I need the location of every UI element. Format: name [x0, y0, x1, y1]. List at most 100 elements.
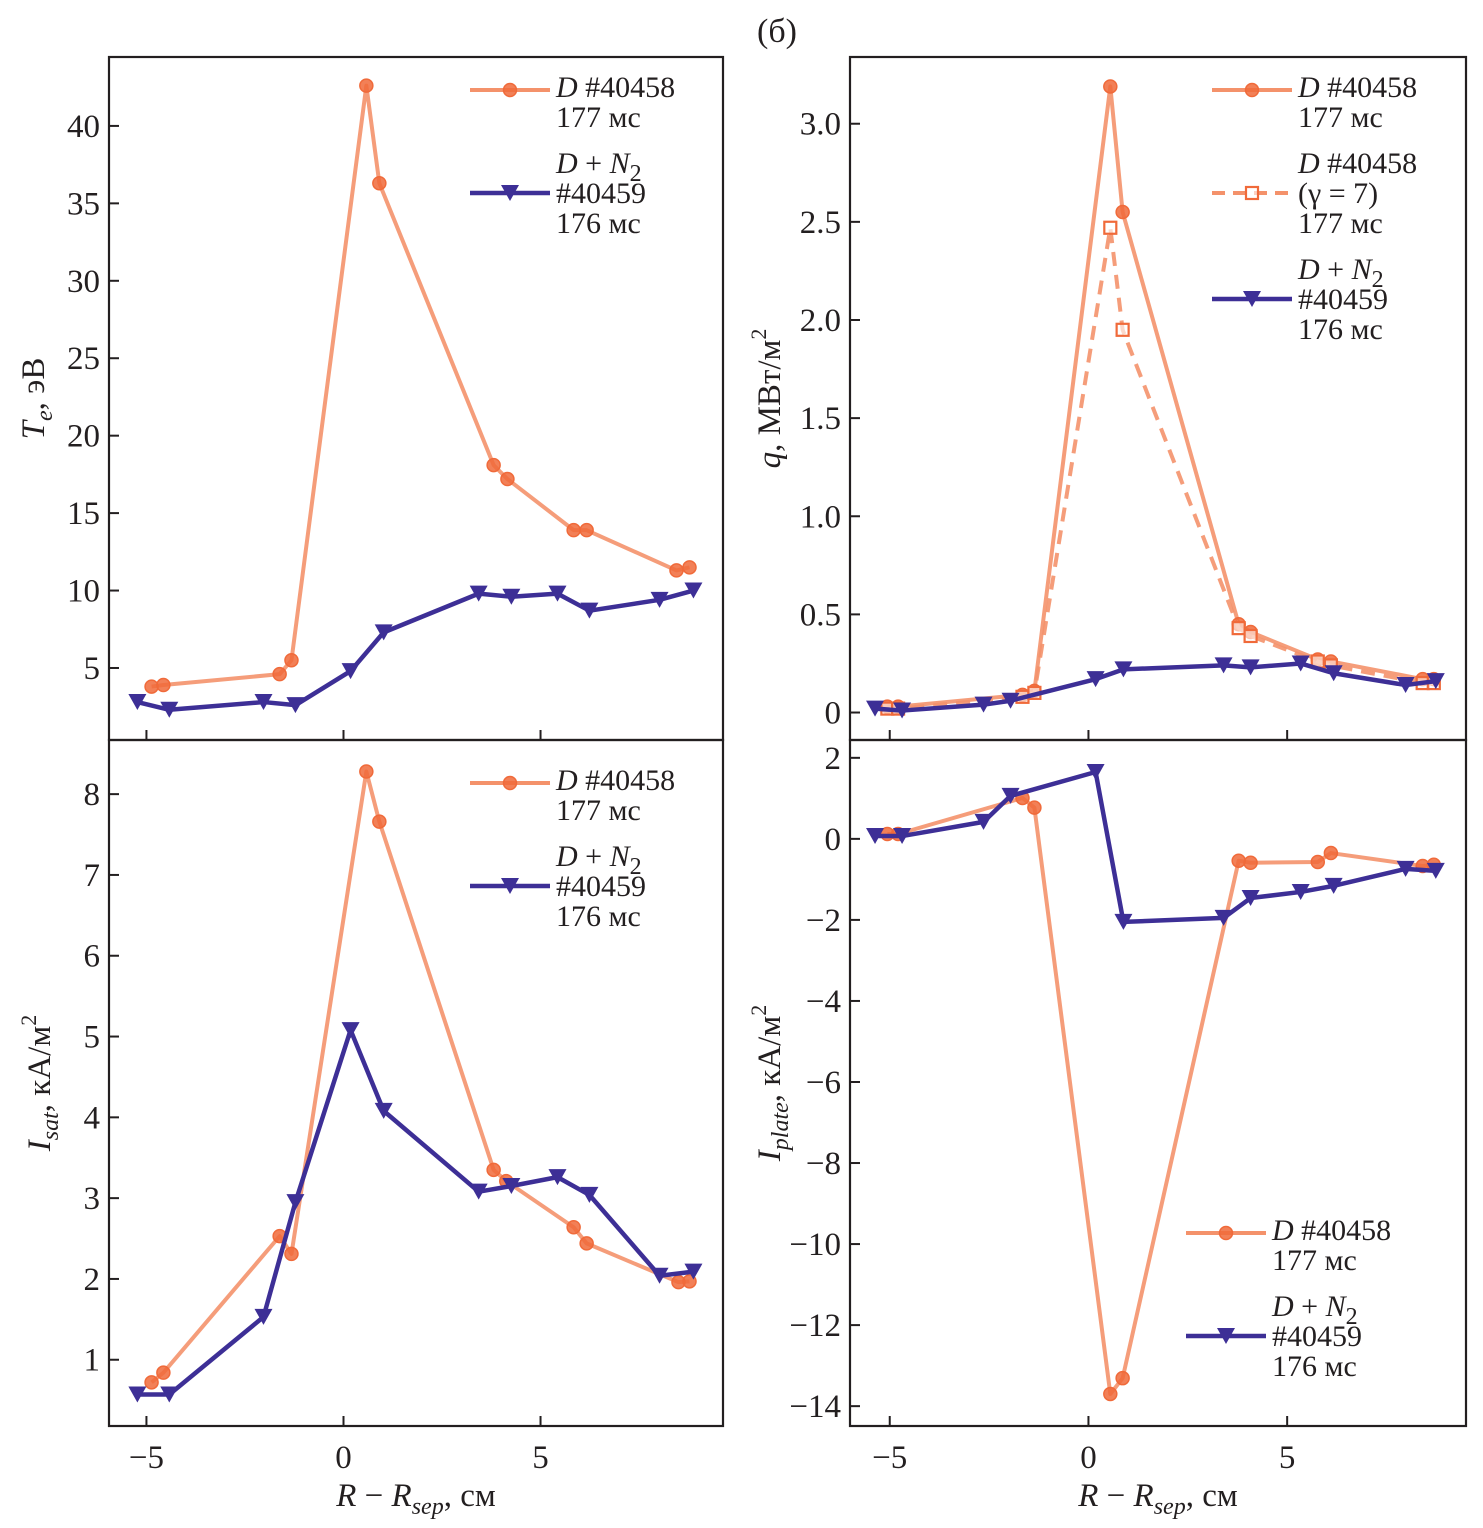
- data-point: [1114, 913, 1133, 930]
- data-point: [1103, 79, 1118, 94]
- legend-marker: [502, 82, 518, 98]
- y-tick-label: 25: [67, 341, 100, 377]
- legend-label: 177 мс: [556, 101, 641, 134]
- series-te-0: [144, 78, 697, 694]
- y-tick-label: 7: [84, 858, 101, 894]
- legend-label: 176 мс: [556, 900, 641, 933]
- y-tick-label: −4: [806, 984, 841, 1020]
- data-point: [160, 1386, 179, 1403]
- data-point: [272, 666, 287, 682]
- data-point: [1214, 909, 1233, 926]
- legend-label: 177 мс: [556, 794, 641, 827]
- data-point: [374, 1102, 393, 1119]
- data-point: [548, 1169, 567, 1186]
- data-point: [254, 694, 273, 711]
- y-tick-label: 1.5: [800, 401, 841, 437]
- legend-marker: [501, 878, 519, 894]
- data-point: [1426, 862, 1445, 879]
- data-point: [156, 677, 171, 693]
- legend-label: D #40458: [1297, 71, 1417, 104]
- x-tick-label: 5: [532, 1440, 549, 1476]
- legend-label: 176 мс: [1298, 313, 1383, 346]
- y-tick-label: 10: [67, 574, 100, 610]
- y-tick-label: 3.0: [800, 107, 841, 143]
- y-tick-label: 2.0: [800, 303, 841, 339]
- legend-label: 177 мс: [1298, 101, 1383, 134]
- y-tick-label: 5: [84, 651, 101, 687]
- data-point: [1086, 764, 1105, 781]
- series-line: [137, 1027, 694, 1397]
- data-point: [1243, 628, 1258, 644]
- data-point: [1214, 657, 1233, 674]
- data-point: [682, 560, 697, 575]
- legend-label: D + N2: [1297, 253, 1384, 293]
- legend-marker: [1217, 1328, 1235, 1344]
- y-tick-label: 6: [84, 939, 101, 975]
- y-tick-label: −8: [806, 1146, 841, 1182]
- data-point: [341, 663, 360, 680]
- data-point: [893, 702, 912, 719]
- y-tick-label: 40: [67, 109, 100, 145]
- legend-label: D #40458: [1271, 1214, 1391, 1247]
- data-point: [1115, 1370, 1130, 1386]
- y-axis-label: Te, эВ: [16, 358, 58, 440]
- data-point: [254, 1308, 273, 1325]
- x-axis-label: R − Rsep, см: [335, 1478, 496, 1520]
- data-point: [1001, 787, 1020, 804]
- series-line: [875, 769, 1436, 925]
- data-point: [1291, 883, 1310, 900]
- data-point: [1231, 621, 1246, 636]
- data-point: [1086, 671, 1105, 688]
- series-isat-1: [128, 1022, 703, 1403]
- y-tick-label: 2: [825, 741, 842, 777]
- panel-iplate: −14 −12 −10 −8 −6 −4 −2 0 2 −5 0 5 R − Rsep, см Iplat…: [746, 738, 1468, 1520]
- legend-label: 176 мс: [556, 207, 641, 240]
- y-axis-label: Iplate, кА/м2: [746, 1005, 794, 1162]
- data-point: [156, 1365, 171, 1380]
- legend-label: D #40458: [555, 764, 675, 797]
- data-point: [566, 1219, 581, 1235]
- x-tick-label: −5: [872, 1440, 907, 1476]
- data-point: [1115, 322, 1130, 337]
- y-tick-label: 2.5: [800, 205, 841, 241]
- legend-marker: [1243, 291, 1261, 307]
- data-point: [580, 602, 599, 619]
- data-point: [1396, 677, 1415, 694]
- y-tick-label: 15: [67, 496, 100, 532]
- legend-label: 177 мс: [1272, 1244, 1357, 1277]
- data-point: [160, 701, 179, 718]
- axes-frame: [107, 55, 725, 742]
- legend-label: #40459: [556, 870, 646, 903]
- data-point: [548, 585, 567, 602]
- legend-label: 177 мс: [1298, 207, 1383, 240]
- data-point: [866, 828, 885, 845]
- y-tick-label: 20: [67, 419, 100, 455]
- axes-frame: [848, 738, 1468, 1428]
- data-point: [1241, 659, 1260, 676]
- data-point: [669, 563, 684, 578]
- legend-label: D + N2: [1271, 1290, 1358, 1330]
- data-point: [374, 624, 393, 641]
- data-point: [866, 700, 885, 717]
- y-tick-label: 1.0: [800, 499, 841, 535]
- data-point: [144, 679, 159, 694]
- legend-label: D + N2: [555, 147, 642, 187]
- data-point: [284, 652, 299, 668]
- data-point: [1103, 220, 1118, 235]
- x-tick-label: −5: [129, 1440, 164, 1476]
- x-axis-label: R − Rsep, см: [1077, 1478, 1238, 1520]
- legend-label: 176 мс: [1272, 1350, 1357, 1383]
- y-axis-label: Isat, кА/м2: [16, 1015, 64, 1152]
- data-point: [893, 828, 912, 845]
- panel-isat: 1 2 3 4 5 6 7 8 −5 0 5 R − Rsep, см Isat, кА/м2 D #40…: [16, 738, 725, 1520]
- legend-label: (γ = 7): [1298, 177, 1378, 210]
- data-point: [1324, 665, 1343, 682]
- series-line: [887, 225, 1434, 711]
- data-point: [650, 1267, 669, 1284]
- legend-label: D #40458: [555, 71, 675, 104]
- data-point: [1115, 204, 1130, 220]
- legend-label: #40459: [1272, 1320, 1362, 1353]
